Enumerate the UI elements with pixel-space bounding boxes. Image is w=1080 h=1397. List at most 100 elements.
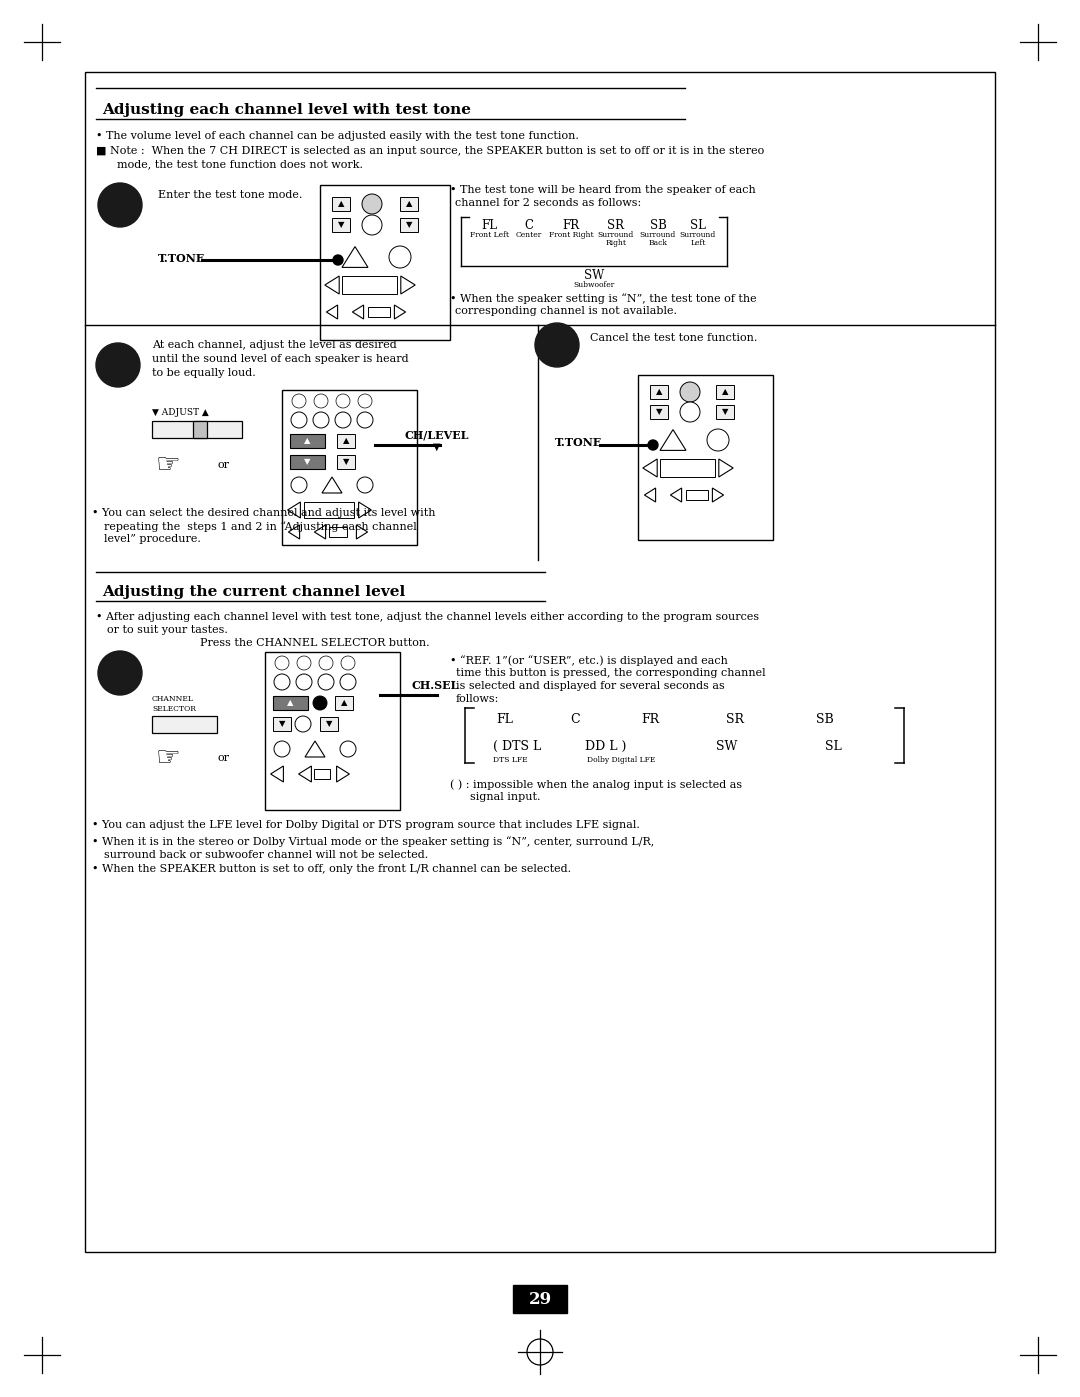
Text: • When it is in the stereo or Dolby Virtual mode or the speaker setting is “N”, : • When it is in the stereo or Dolby Virt… [92,835,654,847]
Bar [332,218,350,232]
Text: ▼: ▼ [342,458,349,467]
Polygon shape [359,502,372,518]
Polygon shape [322,476,342,493]
Text: mode, the test tone function does not work.: mode, the test tone function does not wo… [117,159,363,169]
Circle shape [648,440,658,450]
Text: Adjusting the current channel level: Adjusting the current channel level [102,585,405,599]
Text: SELECTOR: SELECTOR [152,705,195,712]
Circle shape [340,673,356,690]
Text: T.TONE: T.TONE [158,253,205,264]
Text: ▼ ADJUST ▲: ▼ ADJUST ▲ [152,408,208,416]
Text: 29: 29 [528,1291,552,1308]
Text: CH.SEL: CH.SEL [411,680,459,692]
Text: until the sound level of each speaker is heard: until the sound level of each speaker is… [152,353,408,365]
Text: SR: SR [607,219,624,232]
Circle shape [336,394,350,408]
Circle shape [357,394,372,408]
Circle shape [96,344,140,387]
Circle shape [314,394,328,408]
Text: repeating the  steps 1 and 2 in “Adjusting each channel: repeating the steps 1 and 2 in “Adjustin… [104,521,417,532]
Polygon shape [394,305,406,319]
Polygon shape [352,305,364,319]
Bar [716,386,734,400]
Bar [638,374,773,541]
Text: Surround: Surround [639,231,676,239]
Text: Left: Left [690,239,705,247]
Circle shape [318,673,334,690]
Polygon shape [325,277,339,293]
Text: signal input.: signal input. [470,792,540,802]
Polygon shape [401,277,415,293]
Text: or: or [218,460,230,469]
Bar [337,434,355,448]
Bar [273,717,291,731]
Text: ■ Note :  When the 7 CH DIRECT is selected as an input source, the SPEAKER butto: ■ Note : When the 7 CH DIRECT is selecte… [96,147,765,156]
Text: Right: Right [606,239,626,247]
Text: • After adjusting each channel level with test tone, adjust the channel levels e: • After adjusting each channel level wit… [96,612,759,622]
Text: time this button is pressed, the corresponding channel: time this button is pressed, the corresp… [456,668,766,678]
Text: ☞: ☞ [156,745,180,773]
Text: 1: 1 [111,661,129,685]
Text: C: C [570,712,580,726]
Text: SR: SR [726,712,744,726]
Circle shape [335,412,351,427]
Text: ▼: ▼ [406,221,413,229]
Text: ▲: ▲ [338,200,345,208]
Polygon shape [643,460,658,476]
Text: Press the CHANNEL SELECTOR button.: Press the CHANNEL SELECTOR button. [200,638,430,648]
Bar [368,307,390,317]
Polygon shape [305,740,325,757]
Bar [314,768,330,780]
Circle shape [313,696,327,710]
Bar [291,455,325,469]
Bar [265,652,400,810]
Text: FR: FR [640,712,659,726]
Text: or to suit your tastes.: or to suit your tastes. [107,624,228,636]
Text: ▲: ▲ [303,437,310,446]
Text: SW: SW [584,270,604,282]
Bar [660,460,715,476]
Circle shape [291,412,307,427]
Polygon shape [719,460,733,476]
Text: SB: SB [649,219,666,232]
Text: SL: SL [690,219,706,232]
Bar [85,73,995,1252]
Text: ▲: ▲ [287,698,294,707]
Circle shape [297,657,311,671]
Text: ▼: ▼ [303,458,310,467]
Text: ☞: ☞ [156,451,180,479]
Circle shape [707,429,729,451]
Text: DTS LFE: DTS LFE [492,756,528,764]
Bar [513,1285,567,1313]
Text: Cancel the test tone function.: Cancel the test tone function. [590,332,757,344]
Circle shape [98,183,141,226]
Circle shape [274,673,291,690]
Circle shape [291,476,307,493]
Circle shape [333,256,343,265]
Text: ▼: ▼ [433,443,441,453]
Text: ▼: ▼ [338,221,345,229]
Text: is selected and displayed for several seconds as: is selected and displayed for several se… [456,680,725,692]
Text: • The test tone will be heard from the speaker of each: • The test tone will be heard from the s… [450,184,756,196]
Polygon shape [298,766,311,782]
Text: • When the speaker setting is “N”, the test tone of the: • When the speaker setting is “N”, the t… [450,293,757,303]
Text: ▲: ▲ [342,437,349,446]
Text: T.TONE: T.TONE [555,437,603,448]
Bar [320,184,450,339]
Circle shape [319,657,333,671]
Text: At each channel, adjust the level as desired: At each channel, adjust the level as des… [152,339,396,351]
Text: • You can adjust the LFE level for Dolby Digital or DTS program source that incl: • You can adjust the LFE level for Dolby… [92,820,639,830]
Text: 3: 3 [549,332,565,358]
Text: follows:: follows: [456,694,499,704]
Text: Front Right: Front Right [549,231,593,239]
Bar [273,696,308,710]
Text: CHANNEL: CHANNEL [152,694,194,703]
Text: SL: SL [825,740,841,753]
Polygon shape [660,430,686,450]
Text: • You can select the desired channel and adjust its level with: • You can select the desired channel and… [92,509,435,518]
Bar [716,405,734,419]
Text: Dolby Digital LFE: Dolby Digital LFE [588,756,656,764]
Bar [335,696,353,710]
Text: FR: FR [563,219,580,232]
Circle shape [295,717,311,732]
